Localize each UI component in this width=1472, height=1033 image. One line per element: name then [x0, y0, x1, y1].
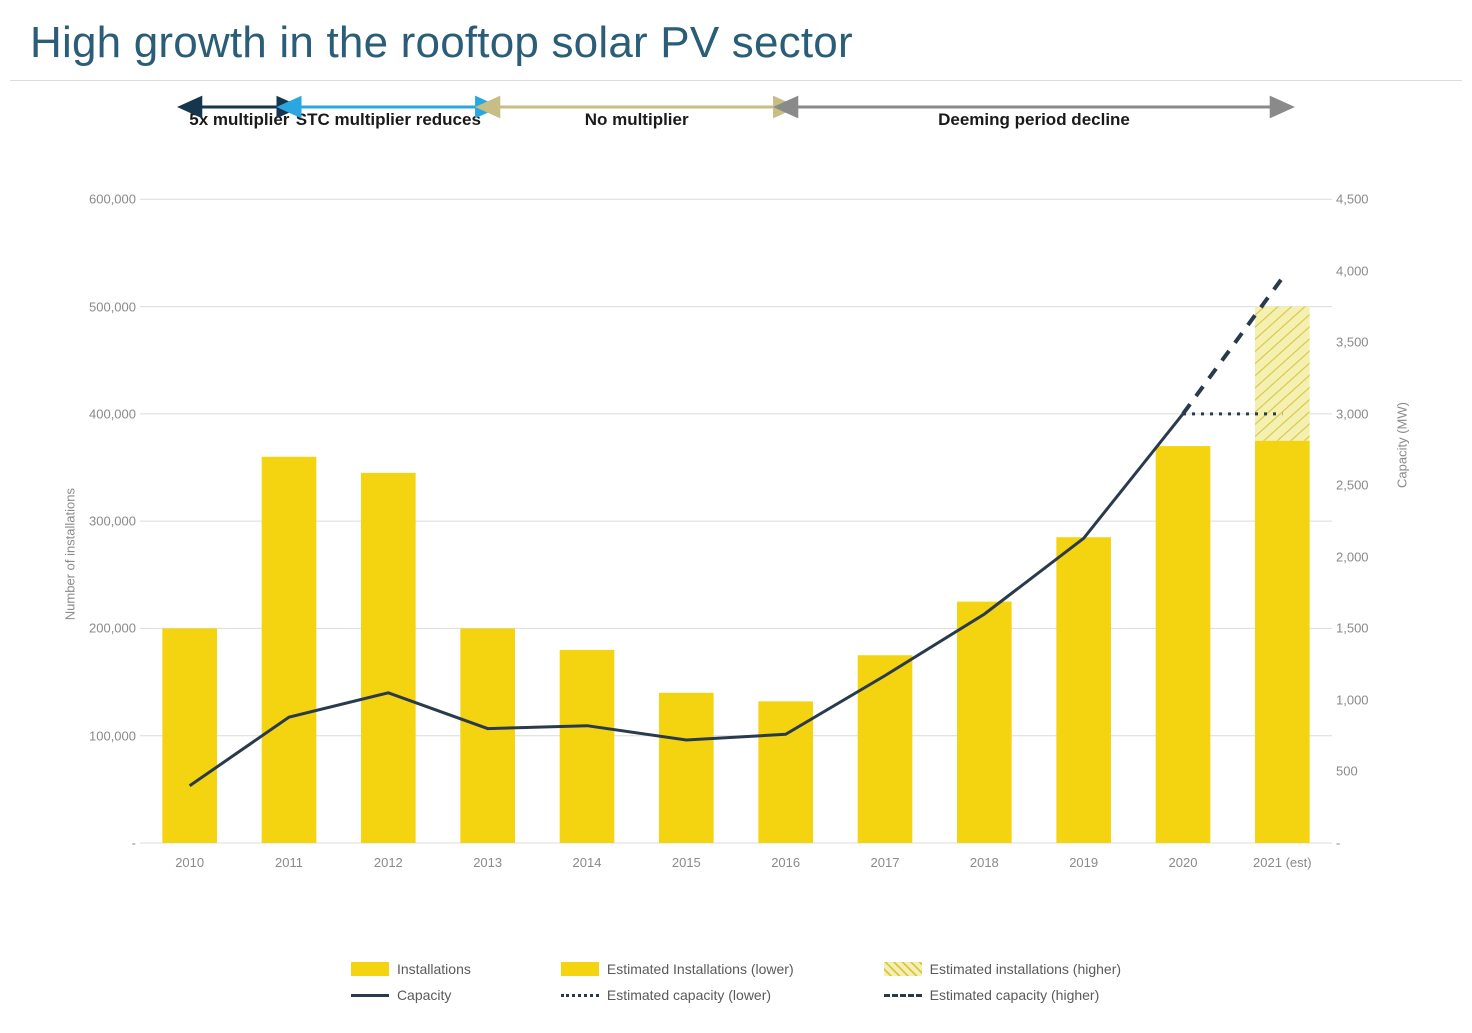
- bar: [560, 650, 615, 843]
- y-right-tick: 1,500: [1336, 622, 1392, 635]
- legend-label: Capacity: [397, 987, 451, 1003]
- y-left-tick: 200,000: [80, 622, 136, 635]
- legend-item: Estimated capacity (higher): [884, 987, 1121, 1003]
- plot-area: [140, 92, 1332, 843]
- legend-item: Installations: [351, 961, 471, 977]
- y-left-axis-label: Number of installations: [63, 488, 78, 620]
- x-tick: 2017: [871, 855, 900, 870]
- y-right-axis-label: Capacity (MW): [1395, 402, 1410, 488]
- bar: [957, 602, 1012, 843]
- y-right-tick: -: [1336, 837, 1392, 850]
- legend-swatch-line: [884, 994, 922, 997]
- bar: [460, 628, 515, 843]
- legend-swatch-line: [561, 994, 599, 997]
- page: High growth in the rooftop solar PV sect…: [0, 0, 1472, 1033]
- bar: [1156, 446, 1211, 843]
- legend-label: Estimated capacity (higher): [930, 987, 1100, 1003]
- legend-label: Estimated installations (higher): [930, 961, 1121, 977]
- legend-swatch-bar: [351, 962, 389, 976]
- page-title: High growth in the rooftop solar PV sect…: [30, 18, 853, 68]
- x-tick: 2011: [275, 855, 303, 870]
- y-right-tick: 4,000: [1336, 264, 1392, 277]
- x-tick: 2016: [771, 855, 800, 870]
- legend-label: Installations: [397, 961, 471, 977]
- legend-item: Estimated Installations (lower): [561, 961, 794, 977]
- bar: [1056, 537, 1111, 843]
- x-tick: 2020: [1169, 855, 1198, 870]
- legend-item: Estimated capacity (lower): [561, 987, 794, 1003]
- x-tick: 2021 (est): [1253, 855, 1312, 870]
- legend-swatch-bar: [561, 962, 599, 976]
- x-tick: 2015: [672, 855, 701, 870]
- legend-item: Capacity: [351, 987, 471, 1003]
- bar: [858, 655, 913, 843]
- plot-svg: [140, 92, 1332, 843]
- y-left-tick: -: [80, 837, 136, 850]
- legend-swatch-bar: [884, 962, 922, 976]
- y-right-tick: 500: [1336, 765, 1392, 778]
- y-right-tick: 1,000: [1336, 693, 1392, 706]
- x-tick: 2012: [374, 855, 403, 870]
- x-tick: 2019: [1069, 855, 1098, 870]
- legend-label: Estimated capacity (lower): [607, 987, 771, 1003]
- legend-label: Estimated Installations (lower): [607, 961, 794, 977]
- x-tick: 2014: [573, 855, 602, 870]
- y-right-tick: 2,500: [1336, 479, 1392, 492]
- y-left-tick: 600,000: [80, 193, 136, 206]
- y-left-tick: 100,000: [80, 729, 136, 742]
- x-ticks: 2010 2011 2012 2013 2014 2015 2016 2017 2018 2019…: [140, 847, 1332, 883]
- bar: [361, 473, 416, 843]
- y-left-tick: 500,000: [80, 300, 136, 313]
- legend-swatch-line: [351, 994, 389, 997]
- y-right-tick: 3,500: [1336, 336, 1392, 349]
- bar: [659, 693, 714, 843]
- title-divider: [10, 80, 1462, 81]
- bar-estimated-higher: [1255, 307, 1310, 441]
- bar: [1255, 441, 1310, 843]
- y-right-tick: 4,500: [1336, 193, 1392, 206]
- bar: [262, 457, 317, 843]
- y-left-ticks: -100,000200,000300,000400,000500,000600,…: [80, 92, 136, 843]
- y-left-tick: 400,000: [80, 407, 136, 420]
- legend-item: Estimated installations (higher): [884, 961, 1121, 977]
- legend: Installations Estimated Installations (lo…: [80, 961, 1392, 1003]
- x-tick: 2010: [175, 855, 204, 870]
- y-right-tick: 3,000: [1336, 407, 1392, 420]
- y-right-ticks: -5001,0001,5002,0002,5003,0003,5004,0004…: [1336, 92, 1392, 843]
- y-right-tick: 2,000: [1336, 550, 1392, 563]
- x-tick: 2013: [473, 855, 502, 870]
- bar: [162, 628, 217, 843]
- y-left-tick: 300,000: [80, 515, 136, 528]
- x-tick: 2018: [970, 855, 999, 870]
- chart: Number of installations -100,000200,0003…: [80, 92, 1392, 883]
